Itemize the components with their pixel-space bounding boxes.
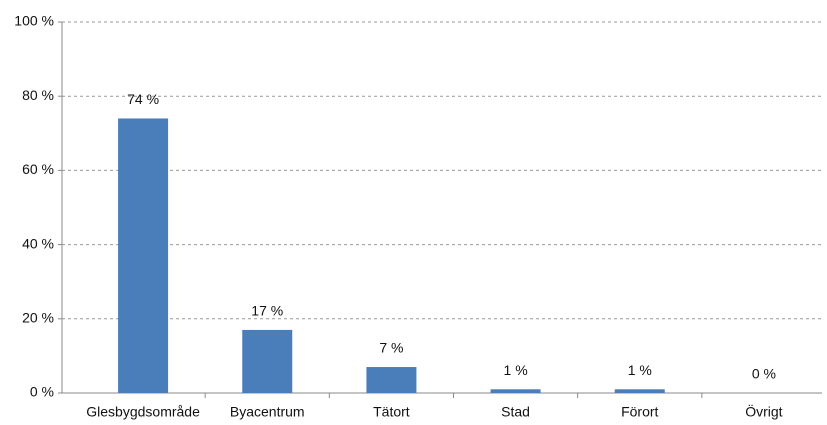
x-tick-label: Tätort — [373, 404, 410, 420]
x-tick-label: Glesbygdsområde — [86, 404, 200, 420]
y-tick-label: 0 % — [30, 384, 54, 400]
bar — [490, 389, 541, 393]
value-label: 74 % — [127, 91, 159, 107]
x-tick-label: Byacentrum — [230, 404, 305, 420]
y-tick-label: 80 % — [22, 87, 54, 103]
value-label: 17 % — [251, 303, 283, 319]
x-tick-label: Förort — [621, 404, 658, 420]
x-tick-label: Övrigt — [745, 403, 782, 420]
y-tick-label: 40 % — [22, 235, 54, 251]
y-tick-label: 100 % — [14, 13, 54, 29]
bar — [242, 329, 293, 393]
y-tick-label: 20 % — [22, 310, 54, 326]
value-label: 1 % — [504, 362, 528, 378]
y-tick-label: 60 % — [22, 161, 54, 177]
bar — [118, 118, 169, 394]
bar — [614, 389, 665, 393]
value-label: 7 % — [379, 340, 403, 356]
value-label: 0 % — [752, 366, 776, 382]
bar — [366, 367, 417, 393]
x-tick-label: Stad — [501, 404, 530, 420]
value-label: 1 % — [628, 362, 652, 378]
